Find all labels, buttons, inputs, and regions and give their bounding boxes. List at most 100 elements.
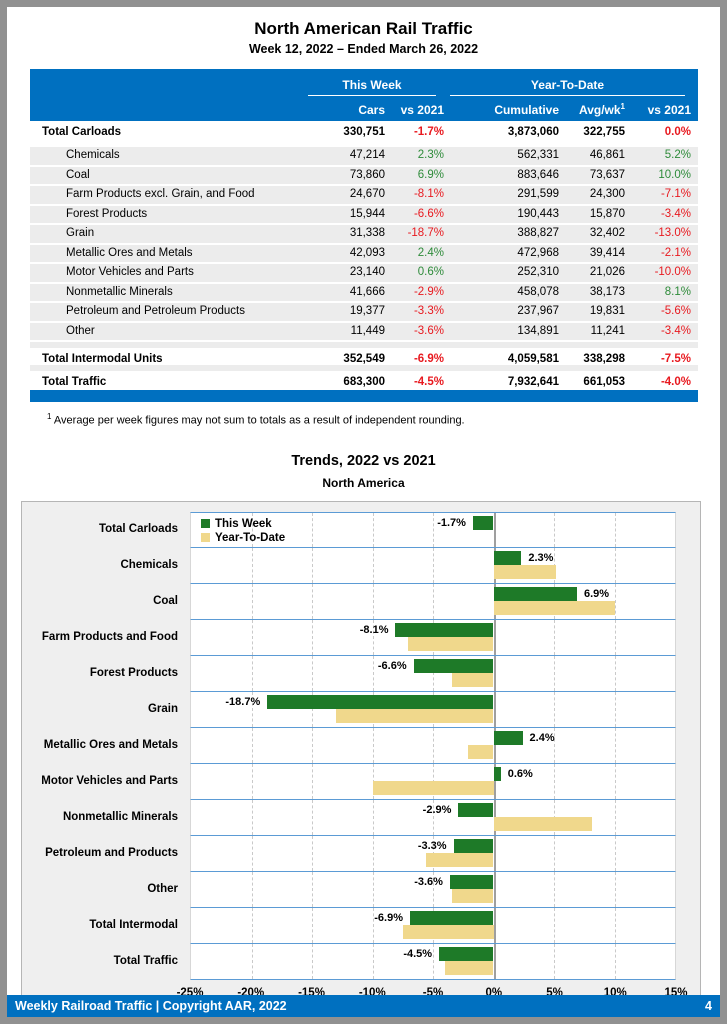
gridline xyxy=(312,799,313,835)
gridline xyxy=(312,655,313,691)
gridline xyxy=(554,763,555,799)
cell-cumulative: 237,967 xyxy=(517,305,559,317)
chart-row: Coal 6.9% xyxy=(22,583,700,620)
gridline xyxy=(554,835,555,871)
gridline xyxy=(614,583,616,619)
cell-avg-wk: 19,831 xyxy=(589,305,625,317)
gridline xyxy=(554,512,555,547)
chart-row: Grain -18.7% xyxy=(22,691,700,728)
cell-week-pct: -4.5% xyxy=(413,376,444,388)
cell-cars: 42,093 xyxy=(349,246,385,259)
cell-cumulative: 190,443 xyxy=(517,207,559,220)
cell-ytd-pct: -5.6% xyxy=(660,305,691,317)
cell-ytd-pct: -3.4% xyxy=(660,324,691,337)
zero-line xyxy=(493,907,496,943)
gridline xyxy=(554,907,555,943)
table-row: Other 11,449 -3.6% 134,891 11,241 -3.4% xyxy=(30,322,698,340)
bar-year-to-date xyxy=(425,853,494,868)
chart-band: -4.5% xyxy=(190,943,676,980)
table-row: Total Traffic 683,300 -4.5% 7,932,641 661,05… xyxy=(30,365,698,388)
cell-label: Total Traffic xyxy=(42,376,107,388)
bar-value-label: 2.3% xyxy=(528,551,554,564)
bar-value-label: -1.7% xyxy=(437,516,466,529)
cell-ytd-pct: -4.0% xyxy=(660,376,691,388)
gridline xyxy=(372,512,374,547)
table-bottom-rule xyxy=(30,390,698,402)
gridline xyxy=(251,619,253,655)
cell-ytd-pct: -7.5% xyxy=(660,353,691,365)
chart-plot-area: Total Carloads -1.7% This Week Year-To-Date… xyxy=(22,511,700,980)
chart-row: Metallic Ores and Metals 2.4% xyxy=(22,727,700,764)
gridline xyxy=(614,835,616,871)
cell-cars: 11,449 xyxy=(350,324,385,337)
gridline xyxy=(614,619,616,655)
zero-line xyxy=(493,727,496,763)
cell-label: Other xyxy=(66,324,95,337)
gridline xyxy=(372,799,374,835)
category-label: Farm Products and Food xyxy=(41,631,178,644)
cell-cars: 31,338 xyxy=(349,227,385,239)
gridline xyxy=(614,871,616,907)
cell-label: Coal xyxy=(66,168,90,181)
cell-cars: 73,860 xyxy=(349,168,385,181)
bar-year-to-date xyxy=(336,709,494,724)
col-header-cars: Cars xyxy=(358,103,385,117)
gridline xyxy=(251,547,253,583)
chart-band: -6.6% xyxy=(190,655,676,692)
gridline xyxy=(433,512,434,547)
gridline xyxy=(312,871,313,907)
bar-value-label: -4.5% xyxy=(403,947,433,960)
bar-year-to-date xyxy=(468,745,494,760)
chart-row: Forest Products -6.6% xyxy=(22,655,700,692)
cell-label: Forest Products xyxy=(66,207,148,220)
gridline xyxy=(372,727,374,763)
cell-cumulative: 388,827 xyxy=(517,227,559,239)
cell-avg-wk: 24,300 xyxy=(589,188,625,200)
table-body: Total Carloads 330,751 -1.7% 3,873,060 322,7… xyxy=(30,121,698,388)
table-row: Total Carloads 330,751 -1.7% 3,873,060 322,7… xyxy=(30,121,698,144)
cell-label: Grain xyxy=(66,227,95,239)
gridline xyxy=(312,727,313,763)
cell-avg-wk: 21,026 xyxy=(589,266,625,278)
gridline xyxy=(554,727,555,763)
cell-ytd-pct: 0.0% xyxy=(664,126,691,138)
category-label: Total Intermodal xyxy=(89,919,178,932)
cell-avg-wk: 73,637 xyxy=(589,168,625,181)
gridline xyxy=(312,691,313,727)
chart-band: -8.1% xyxy=(190,619,676,656)
gridline xyxy=(614,907,616,943)
cell-avg-wk: 32,402 xyxy=(589,227,625,239)
gridline xyxy=(372,835,374,871)
bar-value-label: -18.7% xyxy=(225,695,261,708)
footer-text: Weekly Railroad Traffic | Copyright AAR,… xyxy=(15,999,287,1013)
gridline xyxy=(614,547,616,583)
cell-avg-wk: 11,241 xyxy=(590,324,625,337)
bar-value-label: -3.6% xyxy=(414,875,443,888)
bar-year-to-date xyxy=(407,637,494,652)
cell-cars: 47,214 xyxy=(349,149,385,161)
cell-cars: 24,670 xyxy=(349,188,385,200)
bar-year-to-date xyxy=(402,925,494,940)
col-header-avgwk: Avg/wk1 xyxy=(578,102,625,117)
col-header-ytd-vs2021: vs 2021 xyxy=(647,103,691,117)
cell-week-pct: -3.3% xyxy=(413,305,444,317)
gridline xyxy=(251,835,253,871)
cell-week-pct: -6.6% xyxy=(413,207,444,220)
bar-this-week xyxy=(439,946,494,961)
bar-year-to-date xyxy=(452,889,494,904)
gridline xyxy=(312,835,313,871)
legend-label: Year-To-Date xyxy=(215,531,286,544)
gridline xyxy=(554,691,555,727)
zero-line xyxy=(493,691,496,727)
cell-cumulative: 134,891 xyxy=(517,324,559,337)
bar-value-label: -2.9% xyxy=(422,803,452,816)
cell-ytd-pct: -10.0% xyxy=(654,266,691,278)
gridline xyxy=(251,655,253,691)
gridline xyxy=(433,799,434,835)
col-header-week-vs2021: vs 2021 xyxy=(400,103,444,117)
cell-label: Petroleum and Petroleum Products xyxy=(66,305,245,317)
gridline xyxy=(433,943,434,979)
group-header-this-week: This Week xyxy=(308,78,436,96)
page-subtitle: Week 12, 2022 – Ended March 26, 2022 xyxy=(248,42,479,56)
cell-avg-wk: 38,173 xyxy=(589,285,625,298)
